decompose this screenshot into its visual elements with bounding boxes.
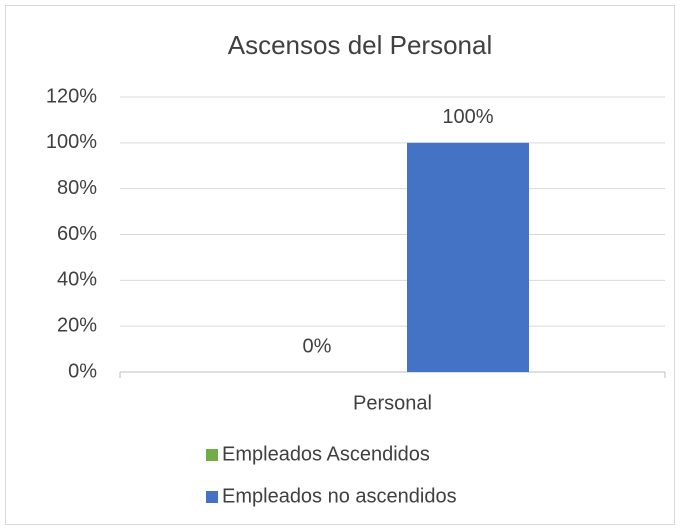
- data-label: 0%: [303, 335, 332, 357]
- legend-label: Empleados no ascendidos: [222, 485, 457, 507]
- y-tick-label: 100%: [46, 131, 97, 153]
- y-tick-label: 0%: [68, 360, 97, 382]
- y-tick-label: 120%: [46, 85, 97, 107]
- chart-title: Ascensos del Personal: [228, 30, 492, 60]
- legend-label: Empleados Ascendidos: [222, 443, 430, 465]
- y-tick-label: 80%: [57, 177, 97, 199]
- legend-swatch: [206, 491, 218, 503]
- x-tick-label: Personal: [353, 392, 432, 414]
- legend-swatch: [206, 449, 218, 461]
- bar: [407, 142, 529, 372]
- data-label: 100%: [442, 106, 493, 128]
- y-tick-label: 60%: [57, 223, 97, 245]
- y-tick-label: 20%: [57, 314, 97, 336]
- y-tick-label: 40%: [57, 269, 97, 291]
- chart-border: [5, 5, 675, 525]
